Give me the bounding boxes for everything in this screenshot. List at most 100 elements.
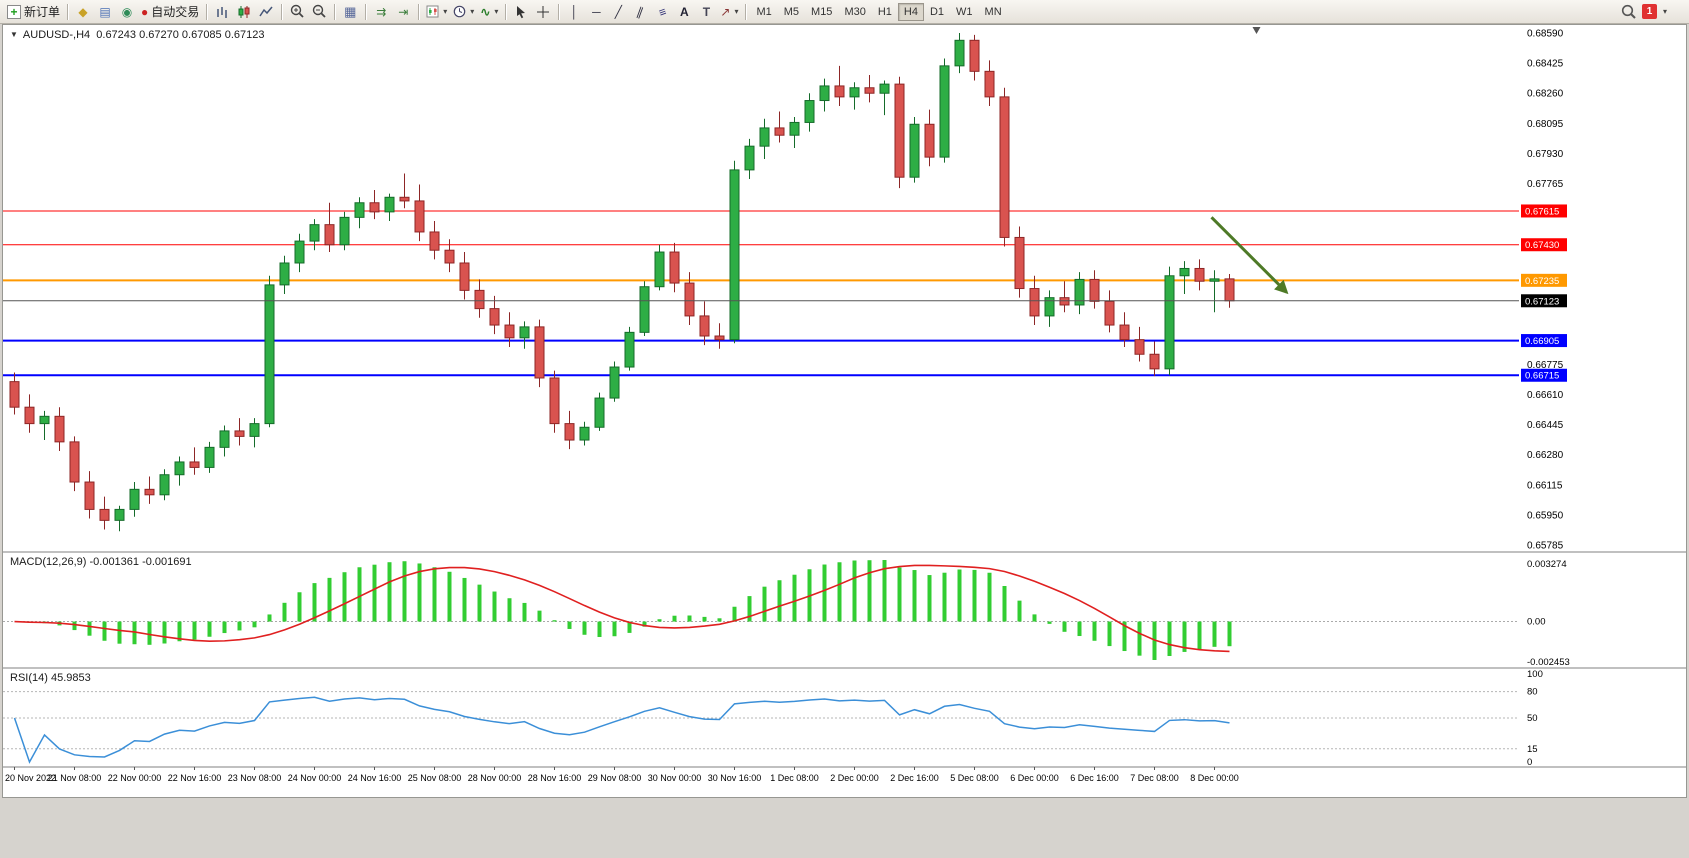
autotrading-button[interactable]: ● 自动交易 bbox=[138, 2, 202, 22]
crosshair-icon bbox=[537, 5, 550, 18]
cursor-button[interactable] bbox=[510, 2, 532, 22]
timeframe-button-mn[interactable]: MN bbox=[984, 5, 1002, 18]
navigator-icon: ◉ bbox=[121, 4, 133, 19]
svg-text:6 Dec 00:00: 6 Dec 00:00 bbox=[1010, 773, 1059, 783]
svg-text:2 Dec 16:00: 2 Dec 16:00 bbox=[890, 773, 939, 783]
macd-signal-value: -0.001691 bbox=[142, 556, 192, 568]
timeframe-button-m30[interactable]: M30 bbox=[844, 5, 866, 18]
fibonacci-icon: ≡ bbox=[656, 3, 669, 20]
svg-text:0.68095: 0.68095 bbox=[1527, 119, 1564, 130]
clock-icon bbox=[453, 5, 466, 18]
svg-text:0.66905: 0.66905 bbox=[1525, 336, 1559, 347]
search-icon[interactable] bbox=[1621, 4, 1637, 20]
label-tool-button[interactable]: T bbox=[695, 2, 717, 22]
market-watch-button[interactable]: ◆ bbox=[72, 2, 94, 22]
candlestick-chart-button[interactable] bbox=[233, 2, 255, 22]
toolbar-right-group: 1 ▾ bbox=[1621, 4, 1685, 20]
market-watch-icon: ◆ bbox=[78, 4, 88, 19]
price-badge bbox=[1521, 294, 1567, 308]
dropdown-arrow-icon: ▾ bbox=[443, 7, 448, 16]
tile-windows-button[interactable]: ▦ bbox=[339, 2, 361, 22]
crosshair-button[interactable] bbox=[532, 2, 554, 22]
bar-chart-icon bbox=[217, 6, 228, 18]
svg-text:24 Nov 00:00: 24 Nov 00:00 bbox=[288, 773, 342, 783]
one-click-toggle-icon[interactable]: ▼ bbox=[10, 30, 18, 39]
timeframe-button-w1[interactable]: W1 bbox=[956, 5, 973, 18]
line-chart-button[interactable] bbox=[255, 2, 277, 22]
price-chart[interactable]: 0.68590 0.68425 0.68260 0.68095 0.67930 0.677… bbox=[3, 25, 1686, 797]
svg-text:0.65950: 0.65950 bbox=[1527, 510, 1564, 521]
indicators-icon: ∿ bbox=[480, 4, 491, 19]
svg-text:7 Dec 08:00: 7 Dec 08:00 bbox=[1130, 773, 1179, 783]
new-order-icon: + bbox=[7, 4, 21, 19]
zoom-in-button[interactable] bbox=[286, 2, 308, 22]
svg-text:0.67235: 0.67235 bbox=[1525, 276, 1559, 287]
svg-text:2 Dec 00:00: 2 Dec 00:00 bbox=[830, 773, 879, 783]
svg-text:0.66775: 0.66775 bbox=[1527, 360, 1564, 371]
indicators-dropdown-button[interactable]: ∿ ▾ bbox=[477, 2, 501, 22]
fibonacci-tool-button[interactable]: ≡ bbox=[651, 2, 673, 22]
horizontal-line-icon: ─ bbox=[592, 4, 601, 19]
svg-text:0.67765: 0.67765 bbox=[1527, 179, 1564, 190]
svg-text:0.65785: 0.65785 bbox=[1527, 541, 1564, 552]
svg-text:28 Nov 00:00: 28 Nov 00:00 bbox=[468, 773, 522, 783]
trendline-tool-button[interactable]: ╱ bbox=[607, 2, 629, 22]
autotrading-label: 自动交易 bbox=[151, 5, 200, 19]
channel-tool-button[interactable]: ∥ bbox=[629, 2, 651, 22]
timeframe-button-d1[interactable]: D1 bbox=[929, 5, 945, 18]
period-dropdown-button[interactable]: ▾ bbox=[450, 2, 477, 22]
bar-chart-button[interactable] bbox=[211, 2, 233, 22]
svg-text:21 Nov 08:00: 21 Nov 08:00 bbox=[48, 773, 102, 783]
svg-text:0.67615: 0.67615 bbox=[1525, 206, 1559, 217]
timeframe-button-h4[interactable]: H4 bbox=[897, 2, 924, 21]
toolbar: + 新订单 ◆ ▤ ◉ ● 自动交易 ▦ ⇉ ⇥ ▾ ▾ ∿ ▾ bbox=[0, 0, 1689, 24]
price-badge bbox=[1521, 273, 1567, 287]
svg-text:0.66445: 0.66445 bbox=[1527, 420, 1564, 431]
arrows-dropdown-button[interactable]: ↗ ▾ bbox=[717, 2, 741, 22]
symbol-period-label: AUDUSD-,H4 bbox=[22, 29, 91, 41]
chart-shift-button[interactable]: ⇥ bbox=[392, 2, 414, 22]
new-chart-dropdown-button[interactable]: ▾ bbox=[423, 2, 450, 22]
chart-shift-icon: ⇥ bbox=[398, 4, 409, 19]
macd-histogram bbox=[27, 560, 1232, 660]
new-order-button[interactable]: + 新订单 bbox=[4, 2, 63, 22]
zoom-out-button[interactable] bbox=[308, 2, 330, 22]
svg-text:0: 0 bbox=[1527, 757, 1532, 768]
chart-shift-marker bbox=[1252, 27, 1261, 34]
text-tool-button[interactable]: A bbox=[673, 2, 695, 22]
svg-text:0.66115: 0.66115 bbox=[1527, 480, 1563, 491]
channel-icon: ∥ bbox=[635, 3, 646, 20]
macd-label: MACD(12,26,9) -0.001361 -0.001691 bbox=[10, 556, 192, 568]
horizontal-line-tool-button[interactable]: ─ bbox=[585, 2, 607, 22]
candles-layer bbox=[9, 33, 1235, 532]
navigator-button[interactable]: ◉ bbox=[116, 2, 138, 22]
macd-name: MACD(12,26,9) bbox=[10, 556, 87, 568]
rsi-label: RSI(14) 45.9853 bbox=[10, 672, 91, 684]
svg-text:22 Nov 00:00: 22 Nov 00:00 bbox=[108, 773, 162, 783]
zoom-out-icon bbox=[312, 4, 326, 18]
toolbar-separator bbox=[558, 3, 560, 20]
toolbar-separator bbox=[206, 3, 208, 20]
data-window-button[interactable]: ▤ bbox=[94, 2, 116, 22]
svg-text:5 Dec 08:00: 5 Dec 08:00 bbox=[950, 773, 999, 783]
svg-text:28 Nov 16:00: 28 Nov 16:00 bbox=[528, 773, 582, 783]
svg-text:0.00: 0.00 bbox=[1527, 617, 1546, 628]
timeframe-button-h1[interactable]: H1 bbox=[877, 5, 892, 18]
svg-text:0.003274: 0.003274 bbox=[1527, 559, 1567, 570]
svg-text:50: 50 bbox=[1527, 713, 1538, 724]
zoom-in-icon bbox=[290, 4, 304, 18]
price-badge bbox=[1521, 238, 1567, 252]
toolbar-separator bbox=[418, 3, 420, 20]
svg-text:30 Nov 00:00: 30 Nov 00:00 bbox=[648, 773, 702, 783]
dropdown-arrow-icon: ▾ bbox=[494, 7, 499, 16]
vertical-line-tool-button[interactable]: │ bbox=[563, 2, 585, 22]
auto-scroll-button[interactable]: ⇉ bbox=[370, 2, 392, 22]
svg-text:24 Nov 16:00: 24 Nov 16:00 bbox=[348, 773, 402, 783]
timeframe-button-m1[interactable]: M1 bbox=[756, 5, 772, 18]
notification-badge[interactable]: 1 bbox=[1641, 4, 1657, 19]
timeframe-button-m5[interactable]: M5 bbox=[783, 5, 800, 18]
timeframe-button-m15[interactable]: M15 bbox=[811, 5, 833, 18]
label-tool-icon: T bbox=[702, 4, 711, 19]
svg-text:0.66280: 0.66280 bbox=[1527, 450, 1564, 461]
rsi-name: RSI(14) bbox=[10, 672, 48, 684]
